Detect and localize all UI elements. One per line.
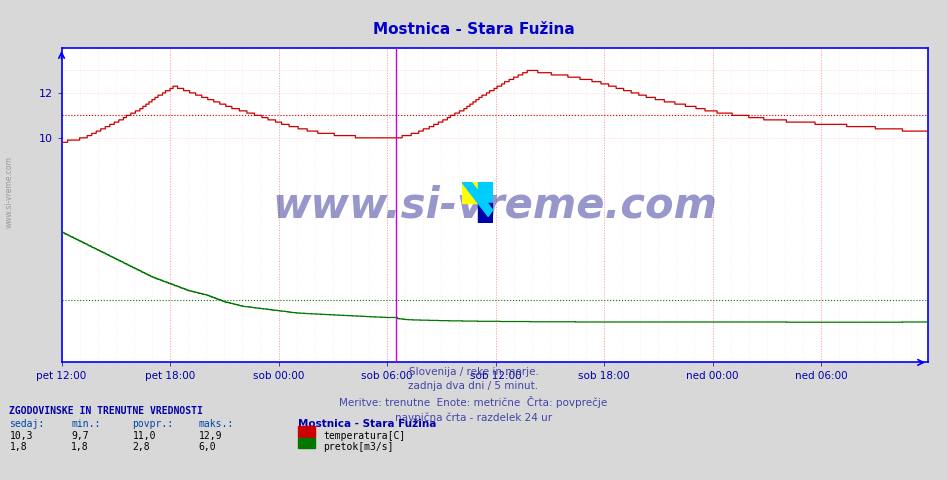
Text: ZGODOVINSKE IN TRENUTNE VREDNOSTI: ZGODOVINSKE IN TRENUTNE VREDNOSTI <box>9 406 204 416</box>
Text: sedaj:: sedaj: <box>9 419 45 429</box>
Text: 2,8: 2,8 <box>133 442 151 452</box>
Text: min.:: min.: <box>71 419 100 429</box>
Text: 1,8: 1,8 <box>9 442 27 452</box>
Bar <box>462 182 478 203</box>
Text: 11,0: 11,0 <box>133 431 156 441</box>
Polygon shape <box>462 182 493 223</box>
Bar <box>478 203 493 223</box>
Text: 10,3: 10,3 <box>9 431 33 441</box>
Text: 6,0: 6,0 <box>199 442 217 452</box>
Text: www.si-vreme.com: www.si-vreme.com <box>273 184 717 226</box>
Text: povpr.:: povpr.: <box>133 419 173 429</box>
Text: Mostnica - Stara Fužina: Mostnica - Stara Fužina <box>298 419 437 429</box>
Polygon shape <box>478 182 493 203</box>
Text: maks.:: maks.: <box>199 419 234 429</box>
Text: www.si-vreme.com: www.si-vreme.com <box>5 156 14 228</box>
Text: Slovenija / reke in morje.
zadnja dva dni / 5 minut.
Meritve: trenutne  Enote: m: Slovenija / reke in morje. zadnja dva dn… <box>339 367 608 423</box>
Text: 1,8: 1,8 <box>71 442 89 452</box>
Text: 9,7: 9,7 <box>71 431 89 441</box>
Text: 12,9: 12,9 <box>199 431 223 441</box>
Text: Mostnica - Stara Fužina: Mostnica - Stara Fužina <box>372 22 575 36</box>
Text: temperatura[C]: temperatura[C] <box>323 431 405 441</box>
Polygon shape <box>484 211 493 223</box>
Text: pretok[m3/s]: pretok[m3/s] <box>323 442 393 452</box>
